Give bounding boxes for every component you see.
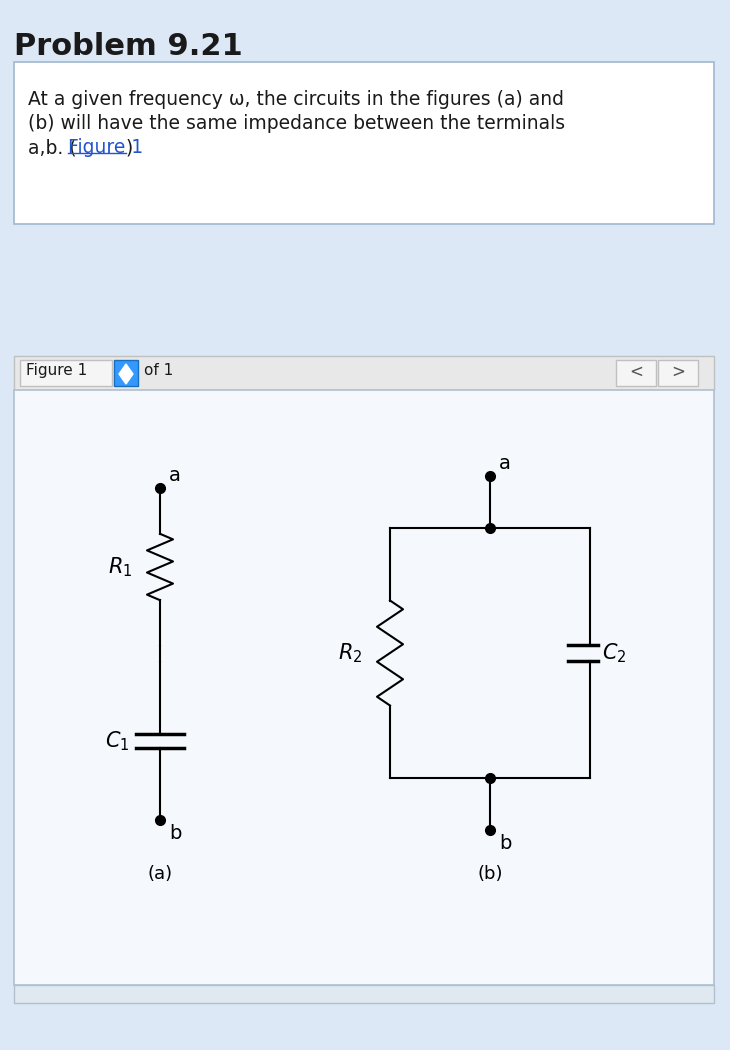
- FancyBboxPatch shape: [658, 360, 698, 386]
- Text: Problem 9.21: Problem 9.21: [14, 32, 243, 61]
- Text: ): ): [126, 138, 134, 158]
- Text: a,b. (: a,b. (: [28, 138, 77, 158]
- FancyBboxPatch shape: [14, 356, 714, 390]
- Text: At a given frequency ω, the circuits in the figures (a) and: At a given frequency ω, the circuits in …: [28, 90, 564, 109]
- Text: Figure 1: Figure 1: [26, 363, 88, 378]
- Polygon shape: [119, 364, 133, 374]
- Text: Figure 1: Figure 1: [68, 138, 143, 158]
- FancyBboxPatch shape: [20, 360, 112, 386]
- Text: (b) will have the same impedance between the terminals: (b) will have the same impedance between…: [28, 114, 565, 133]
- Text: $C_1$: $C_1$: [105, 729, 129, 753]
- Polygon shape: [119, 374, 133, 384]
- FancyBboxPatch shape: [14, 62, 714, 224]
- FancyBboxPatch shape: [14, 985, 714, 1003]
- Text: (b): (b): [477, 865, 503, 883]
- Text: b: b: [499, 834, 512, 853]
- Text: (a): (a): [147, 865, 172, 883]
- FancyBboxPatch shape: [114, 360, 138, 386]
- Text: <: <: [629, 363, 643, 381]
- Text: a: a: [499, 454, 511, 473]
- Text: >: >: [671, 363, 685, 381]
- FancyBboxPatch shape: [616, 360, 656, 386]
- Text: a: a: [169, 466, 181, 485]
- Text: $R_2$: $R_2$: [338, 642, 362, 665]
- Text: $R_1$: $R_1$: [108, 555, 132, 579]
- Text: of 1: of 1: [144, 363, 173, 378]
- Text: $C_2$: $C_2$: [602, 642, 626, 665]
- FancyBboxPatch shape: [14, 390, 714, 985]
- Text: b: b: [169, 824, 181, 843]
